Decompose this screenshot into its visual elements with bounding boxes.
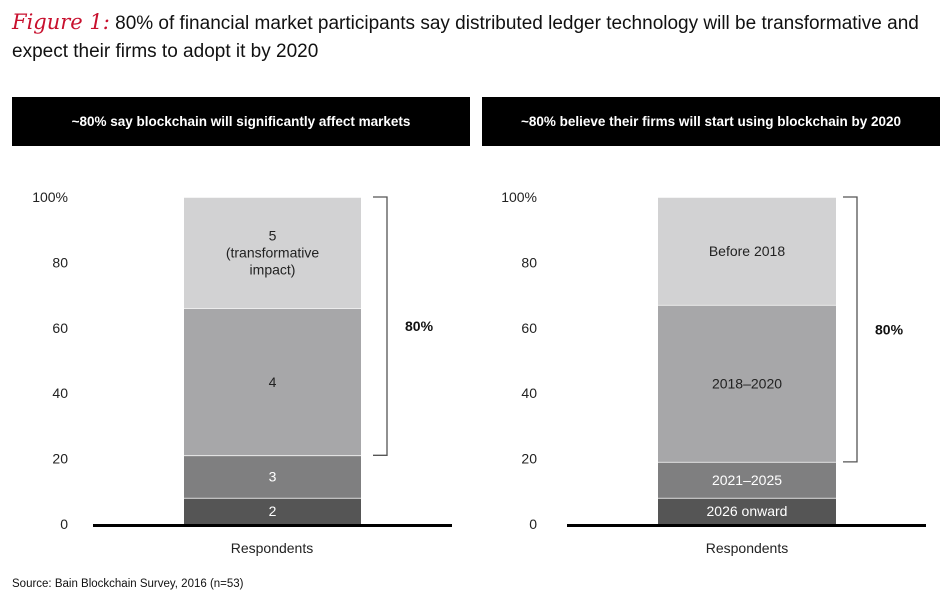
- segment-label: 5: [269, 228, 277, 244]
- bracket-label: 80%: [405, 318, 434, 334]
- left-panel-title: ~80% say blockchain will significantly a…: [71, 114, 411, 129]
- segment-label: 2021–2025: [712, 472, 782, 488]
- bar-segment: [184, 497, 361, 524]
- y-tick-label: 100%: [32, 189, 68, 205]
- segment-label: 2018–2020: [712, 375, 782, 391]
- segment-label: 3: [269, 469, 277, 485]
- bracket-line: [843, 196, 858, 463]
- bar-segment: [658, 461, 836, 498]
- y-tick-label: 20: [521, 451, 537, 467]
- y-tick-label: 40: [521, 385, 537, 401]
- y-tick-label: 40: [52, 385, 68, 401]
- source-note: Source: Bain Blockchain Survey, 2016 (n=…: [12, 578, 244, 590]
- segment-label: impact): [250, 262, 296, 278]
- figure-title-text: 80% of financial market participants say…: [12, 13, 919, 62]
- y-tick-label: 80: [52, 254, 68, 270]
- x-category-label: Respondents: [231, 540, 314, 556]
- y-tick-label: 0: [529, 516, 537, 532]
- y-tick-label: 60: [521, 320, 537, 336]
- segment-label: 2026 onward: [707, 503, 788, 519]
- segment-label: 4: [269, 374, 277, 390]
- bar-segment: [658, 304, 836, 462]
- bracket-line: [373, 196, 388, 456]
- segment-label: 2: [269, 503, 277, 519]
- bracket-label: 80%: [875, 321, 904, 337]
- bar-segment: [658, 497, 836, 524]
- bar-segment: [184, 197, 361, 309]
- y-tick-label: 20: [52, 451, 68, 467]
- bar-segment: [658, 197, 836, 305]
- figure-label: Figure 1:: [12, 10, 110, 34]
- right-panel-header: ~80% believe their firms will start usin…: [482, 97, 940, 146]
- y-tick-label: 100%: [501, 189, 537, 205]
- segment-label: (transformative: [226, 245, 320, 261]
- y-tick-label: 80: [521, 254, 537, 270]
- y-tick-label: 0: [60, 516, 68, 532]
- x-category-label: Respondents: [706, 540, 789, 556]
- figure-title: Figure 1: 80% of financial market partic…: [12, 8, 942, 66]
- bar-segment: [184, 455, 361, 498]
- y-tick-label: 60: [52, 320, 68, 336]
- bar-segment: [184, 308, 361, 456]
- right-panel-title: ~80% believe their firms will start usin…: [520, 114, 902, 129]
- segment-label: Before 2018: [709, 243, 785, 259]
- left-panel-header: ~80% say blockchain will significantly a…: [12, 97, 470, 146]
